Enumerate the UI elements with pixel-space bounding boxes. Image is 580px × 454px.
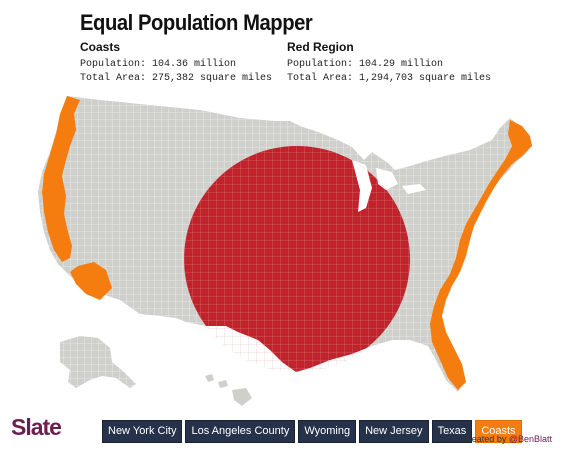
alaska-shape-borders (60, 336, 136, 388)
region-name: Coasts (80, 40, 121, 54)
region-summary-red: Red Region Population: 104.29 million To… (287, 40, 491, 86)
region-summary-coasts: Coasts Population: 104.36 million Total … (80, 40, 272, 86)
great-lakes (352, 160, 426, 212)
credit-prefix: Created by (462, 434, 509, 444)
region-preset-toolbar: New York City Los Angeles County Wyoming Ne… (102, 420, 522, 443)
region-population: Population: 104.36 million (80, 59, 237, 70)
region-population: Population: 104.29 million (287, 59, 444, 70)
preset-button-los-angeles-county[interactable]: Los Angeles County (185, 420, 296, 443)
hawaii-islands (205, 374, 252, 406)
preset-button-coasts[interactable]: Coasts (475, 420, 522, 443)
region-name: Red Region (287, 40, 354, 54)
coasts-region[interactable] (42, 96, 532, 390)
credit-line: Created by @BenBlatt (462, 434, 552, 444)
preset-button-texas[interactable]: Texas (431, 420, 473, 443)
author-link[interactable]: @BenBlatt (508, 434, 552, 444)
preset-button-wyoming[interactable]: Wyoming (298, 420, 357, 443)
region-area: Total Area: 1,294,703 square miles (287, 73, 492, 84)
page-title: Equal Population Mapper (80, 10, 313, 35)
region-area: Total Area: 275,382 square miles (80, 73, 273, 84)
preset-button-new-jersey[interactable]: New Jersey (359, 420, 429, 443)
preset-button-new-york-city[interactable]: New York City (102, 420, 183, 443)
slate-logo[interactable]: Slate (11, 414, 62, 440)
